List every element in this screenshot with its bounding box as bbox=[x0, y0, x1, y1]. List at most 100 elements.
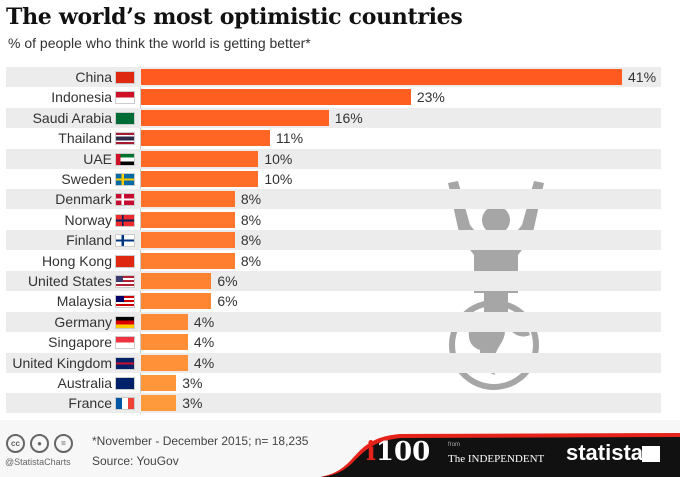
value-label: 6% bbox=[217, 273, 238, 289]
flag-icon bbox=[115, 275, 135, 288]
bar bbox=[141, 89, 411, 106]
footnote: *November - December 2015; n= 18,235 bbox=[92, 434, 309, 448]
category-label: Thailand bbox=[58, 130, 112, 147]
bar-row: Norway 8% bbox=[6, 210, 661, 230]
bar bbox=[141, 273, 212, 289]
chart-title: The world’s most optimistic countries bbox=[6, 4, 463, 30]
bar-row: France 3% bbox=[6, 393, 661, 414]
category-label: Hong Kong bbox=[41, 252, 112, 269]
bar-row: Hong Kong 8% bbox=[6, 251, 661, 271]
value-label: 10% bbox=[264, 171, 293, 187]
from-label: from bbox=[448, 442, 460, 448]
bar bbox=[141, 293, 212, 310]
bar-row: Denmark 8% bbox=[6, 189, 661, 210]
value-label: 10% bbox=[264, 150, 293, 167]
value-label: 8% bbox=[240, 232, 262, 249]
chart-subtitle: % of people who think the world is getti… bbox=[8, 35, 311, 51]
flag-icon bbox=[115, 356, 135, 370]
value-label: 3% bbox=[182, 375, 203, 391]
value-label: 8% bbox=[240, 211, 262, 228]
i100-number: 100 bbox=[375, 437, 431, 467]
flag-icon bbox=[115, 315, 135, 329]
no-derivatives-icon: = bbox=[54, 434, 73, 453]
bar-row: Indonesia 23% bbox=[6, 87, 661, 107]
bar bbox=[141, 69, 622, 85]
bar-row: Germany 4% bbox=[6, 311, 661, 332]
value-label: 41% bbox=[628, 69, 657, 85]
value-label: 23% bbox=[416, 89, 445, 106]
category-label: Australia bbox=[57, 375, 112, 391]
category-label: Sweden bbox=[61, 171, 112, 187]
bar-row: Saudi Arabia 16% bbox=[6, 107, 661, 128]
bar-chart: China 41% Indonesia 23% Saudi Arabia 16% Th… bbox=[6, 66, 661, 414]
bar bbox=[141, 109, 329, 126]
category-label: UAE bbox=[83, 150, 112, 167]
bar bbox=[141, 130, 271, 147]
flag-icon bbox=[115, 111, 135, 125]
flag-icon bbox=[115, 377, 135, 390]
cc-icon: cc bbox=[6, 434, 25, 453]
category-label: Indonesia bbox=[51, 89, 112, 106]
flag-icon bbox=[115, 234, 135, 248]
flag-icon bbox=[115, 132, 135, 146]
statista-logo-icon bbox=[642, 446, 660, 462]
category-label: United Kingdom bbox=[12, 354, 112, 371]
bar bbox=[141, 232, 235, 249]
category-label: Malaysia bbox=[56, 293, 112, 310]
independent-logo: The INDEPENDENT bbox=[448, 453, 545, 465]
bar bbox=[141, 354, 188, 371]
category-label: Germany bbox=[54, 313, 112, 330]
bar bbox=[141, 395, 177, 412]
footer: cc ● = @StatistaCharts *November - Decem… bbox=[0, 420, 680, 477]
footer-banner bbox=[320, 433, 680, 477]
i100-prefix: i bbox=[366, 437, 376, 467]
category-label: China bbox=[75, 69, 112, 85]
bar bbox=[141, 171, 259, 187]
statista-logo: statista bbox=[566, 440, 644, 465]
bar bbox=[141, 211, 235, 228]
category-label: United States bbox=[27, 273, 112, 289]
bar bbox=[141, 252, 235, 269]
flag-icon bbox=[115, 336, 135, 350]
value-label: 8% bbox=[240, 252, 262, 269]
person-icon bbox=[448, 181, 544, 325]
bar-row: Australia 3% bbox=[6, 373, 661, 393]
value-label: 4% bbox=[193, 313, 215, 330]
value-label: 6% bbox=[217, 293, 238, 310]
bar bbox=[141, 375, 177, 391]
flag-icon bbox=[115, 213, 135, 227]
value-label: 8% bbox=[240, 191, 262, 208]
bar-row: Singapore 4% bbox=[6, 332, 661, 352]
attribution-icon: ● bbox=[30, 434, 49, 453]
flag-icon bbox=[115, 152, 135, 166]
flag-icon bbox=[115, 91, 135, 105]
category-label: Denmark bbox=[55, 191, 112, 208]
bar-row: Finland 8% bbox=[6, 230, 661, 251]
flag-icon bbox=[115, 254, 135, 268]
value-label: 4% bbox=[193, 334, 215, 351]
category-label: Finland bbox=[66, 232, 112, 249]
category-label: Singapore bbox=[48, 334, 112, 351]
value-label: 3% bbox=[182, 395, 203, 412]
bar bbox=[141, 150, 259, 167]
bar-row: Sweden 10% bbox=[6, 169, 661, 189]
source: Source: YouGov bbox=[92, 454, 179, 468]
category-label: France bbox=[68, 395, 112, 412]
bar-row: UAE 10% bbox=[6, 148, 661, 169]
flag-icon bbox=[115, 193, 135, 207]
flag-icon bbox=[115, 173, 135, 186]
flag-icon bbox=[115, 295, 135, 309]
category-label: Norway bbox=[64, 211, 112, 228]
bar bbox=[141, 313, 188, 330]
bar-row: United Kingdom 4% bbox=[6, 352, 661, 373]
bar bbox=[141, 334, 188, 351]
i100-logo: i100 bbox=[366, 437, 430, 467]
bar-row: Thailand 11% bbox=[6, 128, 661, 148]
bar-row: China 41% bbox=[6, 67, 661, 87]
value-label: 4% bbox=[193, 354, 215, 371]
category-label: Saudi Arabia bbox=[32, 109, 112, 126]
value-label: 16% bbox=[334, 109, 363, 126]
flag-icon bbox=[115, 397, 135, 411]
flag-icon bbox=[115, 71, 135, 84]
twitter-handle[interactable]: @StatistaCharts bbox=[5, 457, 71, 467]
